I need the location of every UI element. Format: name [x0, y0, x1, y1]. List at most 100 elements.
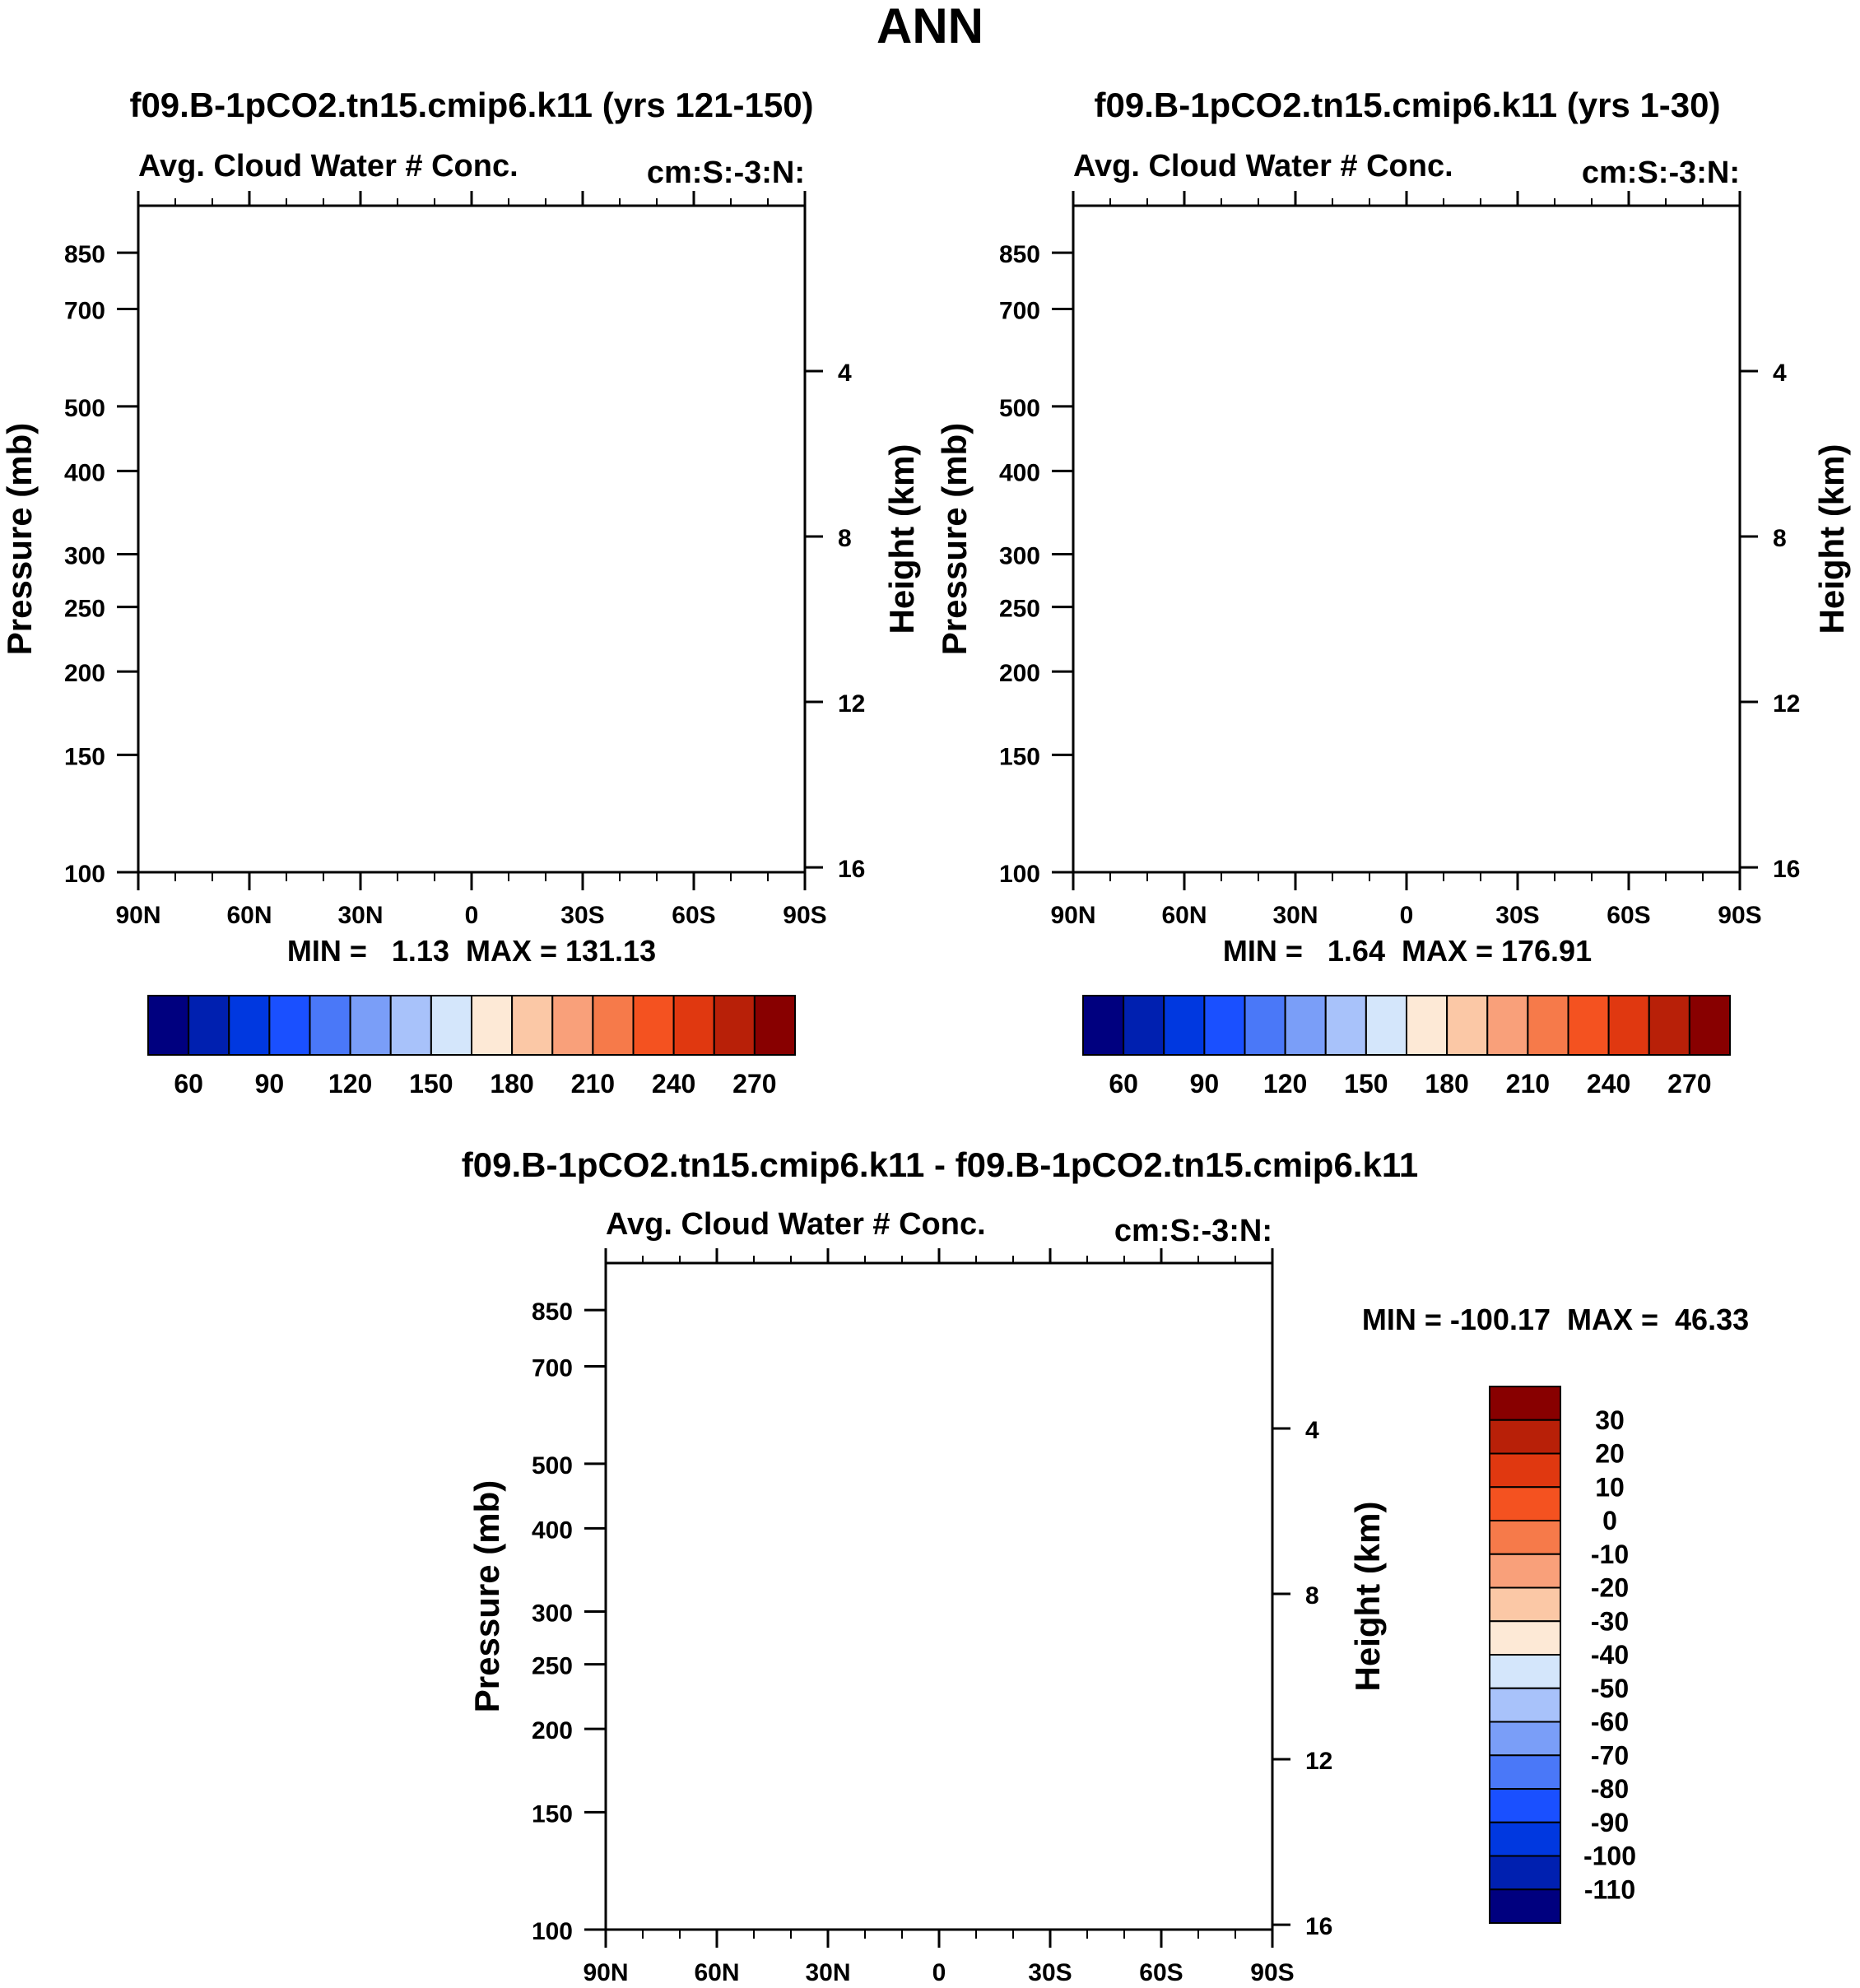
panel1-ytick-label: 150 — [64, 743, 105, 770]
panel2-colorbar-label: 60 — [1109, 1069, 1138, 1099]
panel1-colorbar-box — [349, 995, 392, 1056]
panel2-colorbar-box — [1648, 995, 1690, 1056]
panel3-colorbar-label: -30 — [1591, 1606, 1629, 1636]
panel2-colorbar-box — [1365, 995, 1407, 1056]
panel1-ytick-label: 300 — [64, 543, 105, 570]
panel3-colorbar-box — [1489, 1553, 1561, 1589]
panel1-colorbar-box — [430, 995, 472, 1056]
panel3-colorbar-label: -110 — [1584, 1874, 1635, 1904]
panel-2-title: f09.B-1pCO2.tn15.cmip6.k11 (yrs 1-30) — [1094, 86, 1720, 124]
panel-2-ylabel: Pressure (mb) — [935, 423, 974, 655]
panel2-ytick-label: 250 — [999, 596, 1040, 623]
panel1-colorbar-label: 60 — [174, 1069, 203, 1099]
panel2-xtick-label: 90S — [1718, 902, 1761, 929]
panel1-colorbar-label: 90 — [255, 1069, 285, 1099]
panel1-colorbar-box — [188, 995, 230, 1056]
panel3-xtick-label: 60S — [1139, 1959, 1183, 1986]
panel2-colorbar-box — [1527, 995, 1569, 1056]
panel3-xtick-label: 90S — [1250, 1959, 1294, 1986]
panel-1-stats: MIN = 1.13 MAX = 131.13 — [287, 934, 656, 968]
panel3-colorbar-box — [1489, 1452, 1561, 1489]
panel3-colorbar-box — [1489, 1654, 1561, 1689]
panel2-ytick-label: 850 — [999, 241, 1040, 268]
panel-3-ylabel: Pressure (mb) — [467, 1480, 506, 1712]
panel2-xtick-label: 60S — [1607, 902, 1650, 929]
panel1-xtick-label: 30N — [337, 902, 383, 929]
panel1-xtick-label: 90S — [783, 902, 826, 929]
panel-2-stats: MIN = 1.64 MAX = 176.91 — [1223, 934, 1592, 968]
panel1-colorbar-box — [389, 995, 432, 1056]
panel1-xtick-label: 60S — [672, 902, 715, 929]
panel1-colorbar-box — [511, 995, 554, 1056]
panel3-ytick-label: 100 — [532, 1918, 573, 1945]
panel3-ytick-label: 150 — [532, 1800, 573, 1828]
panel-3: f09.B-1pCO2.tn15.cmip6.k11 - f09.B-1pCO2… — [462, 1145, 1749, 1986]
panel2-y2tick-label: 4 — [1773, 360, 1787, 387]
panel1-colorbar-box — [471, 995, 514, 1056]
panel2-y2tick-label: 16 — [1773, 856, 1800, 883]
panel2-colorbar-box — [1324, 995, 1367, 1056]
panel1-colorbar-box — [753, 995, 796, 1056]
panel1-colorbar-box — [268, 995, 311, 1056]
panel3-xtick-label: 0 — [932, 1959, 946, 1986]
panel2-colorbar-box — [1688, 995, 1731, 1056]
panel2-xtick-label: 60N — [1161, 902, 1207, 929]
panel1-ytick-label: 250 — [64, 596, 105, 623]
panel2-colorbar-box — [1406, 995, 1448, 1056]
panel-2: f09.B-1pCO2.tn15.cmip6.k11 (yrs 1-30) Av… — [935, 86, 1851, 1099]
panel2-colorbar-box — [1284, 995, 1327, 1056]
panel-1-ticks: 100 150 200 250 300 400 500 700 850 16 12 8 4 90N 60N 3… — [64, 191, 865, 929]
panel3-colorbar-box — [1489, 1855, 1561, 1891]
panel3-colorbar-label: 30 — [1595, 1405, 1625, 1435]
panel2-colorbar-label: 210 — [1506, 1069, 1550, 1099]
panel3-colorbar-label: -80 — [1591, 1774, 1629, 1804]
panel3-ytick-label: 200 — [532, 1717, 573, 1744]
panel3-colorbar-box — [1489, 1888, 1561, 1924]
panel2-colorbar-label: 150 — [1344, 1069, 1388, 1099]
panel-2-subtitle-left: Avg. Cloud Water # Conc. — [1073, 149, 1453, 183]
panel-3-stats: MIN = -100.17 MAX = 46.33 — [1362, 1303, 1749, 1336]
panel3-ytick-label: 300 — [532, 1600, 573, 1628]
panel-3-subtitle-right: cm:S:-3:N: — [1114, 1214, 1272, 1248]
panel3-colorbar-label: 10 — [1595, 1472, 1625, 1502]
panel3-colorbar-label: -10 — [1591, 1540, 1629, 1569]
panel1-xtick-label: 90N — [115, 902, 160, 929]
panel3-ytick-label: 850 — [532, 1298, 573, 1326]
panel2-colorbar-box — [1567, 995, 1610, 1056]
panel3-xtick-label: 30N — [805, 1959, 850, 1986]
panel-2-colorbar: 60 90 120 150 180 210 240 270 — [1082, 995, 1731, 1099]
panel3-colorbar-box — [1489, 1386, 1561, 1421]
panel2-colorbar-box — [1082, 995, 1125, 1056]
panel3-xtick-label: 30S — [1028, 1959, 1072, 1986]
panel3-colorbar-box — [1489, 1721, 1561, 1757]
panel3-colorbar-label: -40 — [1591, 1640, 1629, 1670]
panel3-colorbar-box — [1489, 1788, 1561, 1823]
panel3-colorbar-box — [1489, 1419, 1561, 1455]
panel1-colorbar-box — [309, 995, 351, 1056]
panel3-colorbar-box — [1489, 1821, 1561, 1857]
panel1-ytick-label: 200 — [64, 660, 105, 687]
panel1-y2tick-label: 12 — [838, 690, 865, 718]
panel-1-y2label: Height (km) — [882, 444, 921, 634]
panel2-xtick-label: 0 — [1400, 902, 1414, 929]
panel3-ytick-label: 500 — [532, 1452, 573, 1479]
panel2-y2tick-label: 8 — [1773, 525, 1787, 552]
panel1-colorbar-box — [551, 995, 594, 1056]
panel-1-subtitle-right: cm:S:-3:N: — [647, 156, 805, 190]
panel1-colorbar-box — [228, 995, 271, 1056]
panel1-ytick-label: 100 — [64, 861, 105, 888]
panel-1-ylabel: Pressure (mb) — [0, 423, 39, 655]
panel1-colorbar-label: 240 — [652, 1069, 695, 1099]
panel1-colorbar-box — [147, 995, 190, 1056]
panel3-ytick-label: 700 — [532, 1354, 573, 1382]
panel-3-title: f09.B-1pCO2.tn15.cmip6.k11 - f09.B-1pCO2… — [462, 1145, 1418, 1184]
panel-1-subtitle-left: Avg. Cloud Water # Conc. — [138, 149, 518, 183]
panel1-colorbar-box — [672, 995, 715, 1056]
panel2-xtick-label: 30S — [1495, 902, 1539, 929]
panel2-colorbar-box — [1203, 995, 1246, 1056]
panel-3-y2label: Height (km) — [1348, 1502, 1387, 1692]
panel-1-title: f09.B-1pCO2.tn15.cmip6.k11 (yrs 121-150) — [129, 86, 813, 124]
panel1-ytick-label: 500 — [64, 395, 105, 422]
panel1-xtick-label: 0 — [465, 902, 479, 929]
